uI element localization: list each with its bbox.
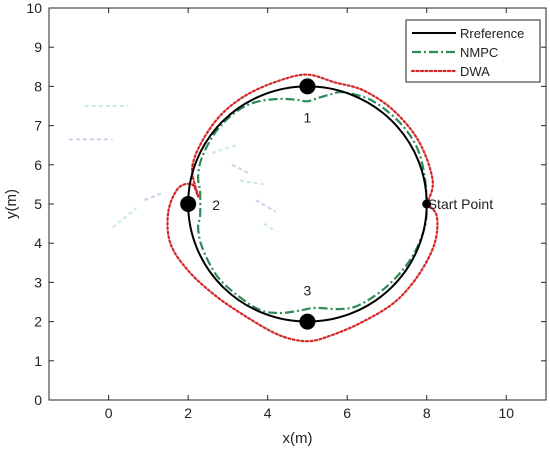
x-tick-label: 0 [105,405,113,421]
waypoint-label-2: 2 [212,197,220,213]
series-dwa-line [166,73,439,343]
ghost-trace [255,199,277,213]
y-tick-label: 5 [34,196,42,212]
y-tick-label: 4 [34,235,42,251]
y-tick-label: 9 [34,39,42,55]
series-nmpc-line [196,90,428,315]
x-tick-label: 6 [343,405,351,421]
y-tick-label: 2 [34,314,42,330]
start-point-marker [422,199,432,209]
ghost-trace [239,179,264,186]
start-point-label: Start Point [428,196,493,212]
y-tick-label: 6 [34,157,42,173]
x-axis-label: x(m) [283,430,313,447]
ghost-trace [111,207,138,229]
y-axis-label: y(m) [3,189,20,219]
y-tick-label: 10 [26,0,42,16]
x-tick-label: 10 [498,405,514,421]
y-tick-label: 3 [34,274,42,290]
waypoint-marker-3 [299,313,316,330]
legend-label-nmpc: NMPC [460,45,498,60]
y-tick-label: 1 [34,353,42,369]
y-tick-label: 7 [34,118,42,134]
y-tick-label: 0 [34,392,42,408]
ghost-trace [263,222,277,233]
ghost-trace [231,163,249,174]
x-tick-label: 8 [423,405,431,421]
x-tick-label: 2 [184,405,192,421]
ghost-trace [144,191,165,202]
legend-label-rreference: Rreference [460,26,524,41]
waypoint-label-1: 1 [304,109,312,125]
legend-label-dwa: DWA [460,64,490,79]
waypoint-marker-2 [180,196,197,212]
y-tick-label: 8 [34,78,42,94]
ghost-trace [211,144,237,154]
waypoint-label-3: 3 [304,283,312,299]
waypoint-marker-1 [299,78,316,95]
x-tick-label: 4 [264,405,272,421]
